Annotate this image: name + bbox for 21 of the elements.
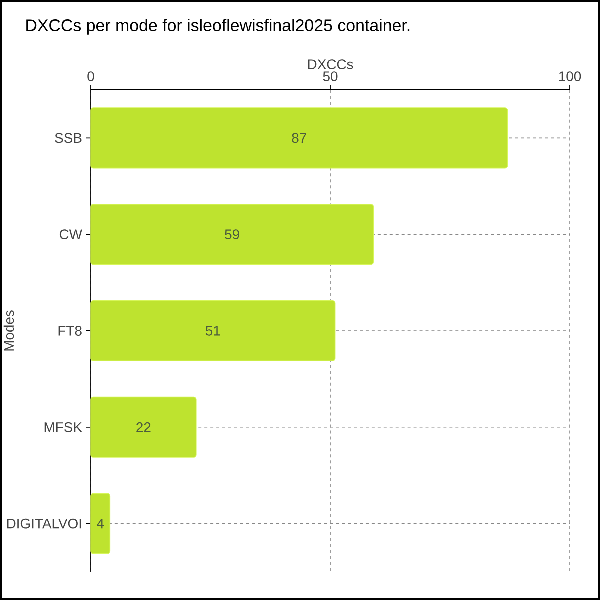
bar (90, 108, 508, 169)
bar (90, 204, 374, 266)
y-tick-label: DIGITALVOI (7, 518, 82, 529)
x-tick-label: 100 (559, 72, 582, 82)
bar (90, 396, 197, 458)
chart-title: DXCCs per mode for isleoflewisfinal2025 container. (26, 19, 410, 35)
data-label: 87 (292, 133, 306, 144)
x-tick-label: 0 (88, 72, 94, 82)
data-label: 59 (225, 230, 240, 240)
y-tick-label: MFSK (44, 422, 82, 432)
y-axis-title: Modes (4, 310, 14, 351)
y-tick-label: SSB (55, 133, 82, 144)
x-axis-title: DXCCs (308, 60, 354, 70)
data-label: 4 (97, 519, 104, 529)
bar (90, 493, 111, 554)
y-tick-label: CW (60, 230, 82, 240)
data-label: 51 (206, 326, 220, 336)
bar (90, 300, 336, 362)
y-tick-label: FT8 (58, 326, 82, 336)
data-label: 22 (136, 422, 151, 432)
x-tick-label: 50 (323, 72, 338, 82)
